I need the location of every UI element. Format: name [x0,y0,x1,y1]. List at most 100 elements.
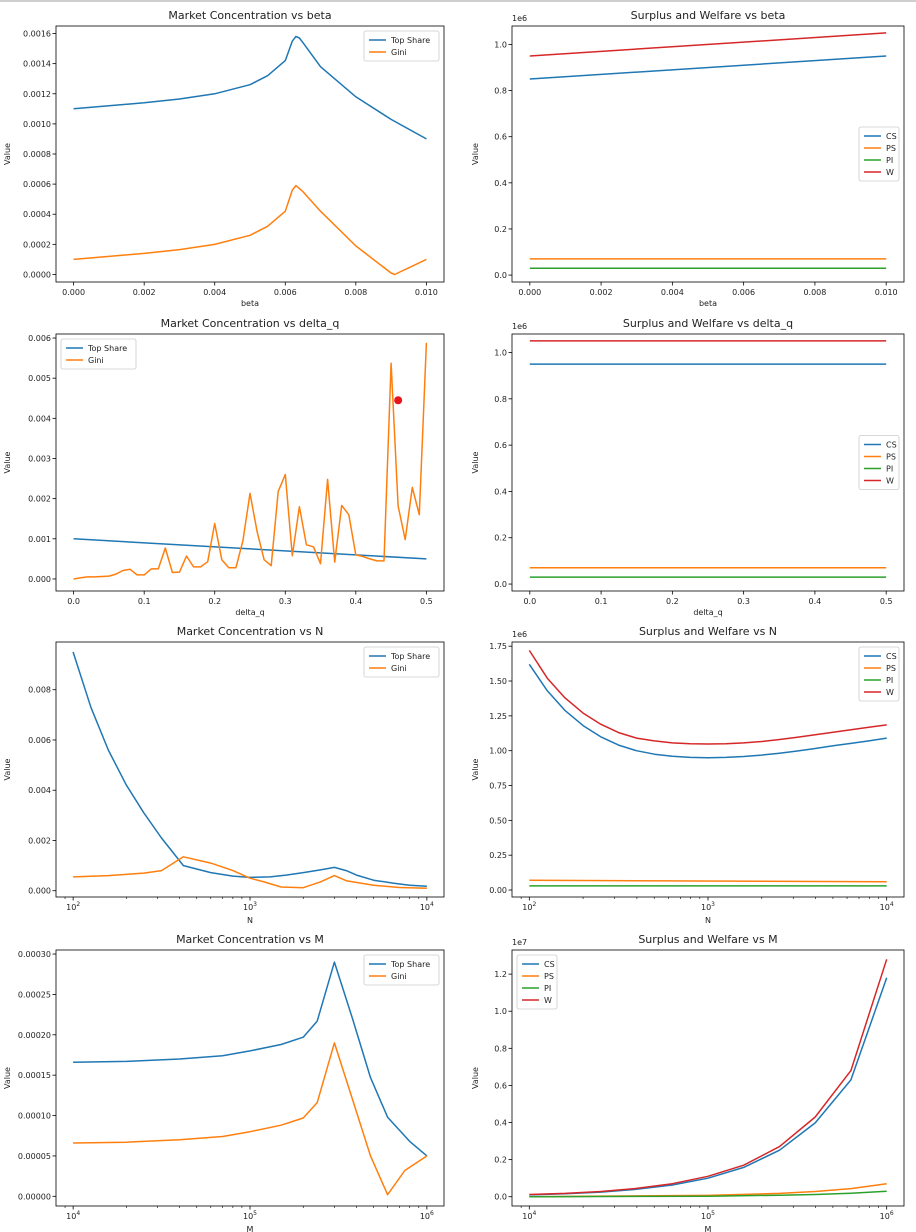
y-tick-label: 0.4 [494,487,507,496]
x-tick-label: 102 [522,901,536,912]
x-tick-label: 0.2 [666,597,679,606]
x-tick-label: 0.008 [344,288,367,297]
y-axis-label: Value [471,758,480,780]
y-tick-label: 0.6 [494,441,507,450]
x-tick-label: 103 [243,901,257,912]
y-axis-label: Value [471,1067,480,1089]
x-tick-label: 0.000 [518,288,541,297]
x-tick-label: 0.5 [420,597,433,606]
y-tick-label: 0.002 [28,495,51,504]
legend-label: Gini [391,972,407,981]
legend-label: Gini [88,356,104,365]
y-tick-label: 1.00 [489,747,507,756]
legend-label: PS [886,144,896,153]
chart-title: Market Concentration vs N [177,625,324,638]
y-axis-label: Value [471,451,480,473]
y-tick-label: 0.00025 [18,990,51,999]
legend-label: W [544,996,552,1005]
y-tick-label: 0.6 [494,1081,507,1090]
x-axis-label: beta [241,299,259,308]
chart-title: Surplus and Welfare vs M [638,933,777,946]
legend-label: Top Share [390,960,430,969]
y-tick-label: 0.2 [494,225,507,234]
y-tick-label: 1.0 [494,349,507,358]
x-axis-label: delta_q [235,608,264,617]
y-axis-label: Value [3,451,12,473]
y-tick-label: 0.008 [28,686,51,695]
y-tick-label: 0.00005 [18,1152,51,1161]
series-group [529,340,887,578]
y-tick-label: 0.2 [494,534,507,543]
y-tick-label: 0.4 [494,1119,507,1128]
x-tick-label: 105 [243,1210,257,1221]
series-line-gini [73,856,427,889]
x-tick-label: 0.000 [62,288,85,297]
chart-panel-4: Surplus and Welfare vs delta_q 1e6 0.0 0.1 0… [471,317,905,617]
x-tick-exponent: 4 [532,1210,536,1217]
legend-label: CS [886,652,897,661]
legend-label: Gini [391,664,407,673]
series-line-gini [73,342,428,580]
x-tick-label: 0.0 [523,597,536,606]
y-offset-label: 1e6 [512,14,527,23]
chart-panel-2: Surplus and Welfare vs beta 1e6 0.000 0.002… [471,9,905,308]
y-tick-label: 0.8 [494,87,507,96]
y-tick-label: 0.0010 [23,120,51,129]
series-group [72,651,427,889]
x-tick-exponent: 3 [253,901,257,908]
legend-label: PI [886,156,893,165]
y-tick-label: 0.75 [489,782,507,791]
series-group [73,342,428,580]
y-tick-label: 0.0 [494,1193,507,1202]
x-tick-label: 0.3 [279,597,292,606]
y-tick-label: 0.000 [28,575,51,584]
x-tick-label: 0.010 [875,288,898,297]
y-tick-label: 0.0002 [23,240,51,249]
y-tick-label: 0.0000 [23,270,51,279]
x-tick-label: 104 [66,1210,80,1221]
legend-label: W [886,477,894,486]
y-axis-label: Value [3,143,12,165]
y-tick-label: 0.0 [494,580,507,589]
x-axis-label: M [705,1225,712,1232]
plot-frame [55,25,445,283]
x-tick-label: 0.002 [133,288,156,297]
legend-label: PS [886,664,896,673]
x-tick-label: 103 [701,901,715,912]
legend-label: PS [544,972,554,981]
plot-frame [55,641,445,898]
y-tick-label: 0.001 [28,535,51,544]
legend-label: PI [886,676,893,685]
chart-title: Market Concentration vs delta_q [161,317,340,330]
y-tick-label: 0.00010 [18,1112,51,1121]
plot-frame [511,25,905,283]
plot-frame [511,641,905,898]
y-tick-label: 0.50 [489,816,507,825]
x-tick-label: 0.006 [274,288,297,297]
x-tick-exponent: 5 [711,1210,715,1217]
y-tick-label: 0.0012 [23,90,51,99]
y-axis-label: Value [3,1067,12,1089]
x-tick-label: 0.004 [661,288,684,297]
chart-title: Surplus and Welfare vs delta_q [623,317,793,330]
y-tick-label: 1.0 [494,40,507,49]
legend-label: PI [886,465,893,474]
x-tick-label: 0.010 [415,288,438,297]
x-tick-label: 0.006 [732,288,755,297]
y-tick-label: 0.003 [28,454,51,463]
legend-label: PI [544,984,551,993]
chart-title: Surplus and Welfare vs N [639,625,777,638]
legend: CS PS PI W [858,646,900,702]
legend-label: CS [886,441,897,450]
x-axis-label: beta [699,299,717,308]
series-line-cs [529,977,888,1196]
y-tick-label: 0.00015 [18,1071,51,1080]
x-tick-label: 0.0 [67,597,80,606]
chart-panel-1: Market Concentration vs beta 0.000 0.002 0.… [3,9,445,308]
chart-panel-3: Market Concentration vs delta_q 0.0 0.1 0.2… [3,317,445,617]
y-tick-label: 0.0004 [23,210,51,219]
plot-frame [511,333,905,592]
legend-label: Gini [391,48,407,57]
x-tick-label: 104 [420,901,434,912]
